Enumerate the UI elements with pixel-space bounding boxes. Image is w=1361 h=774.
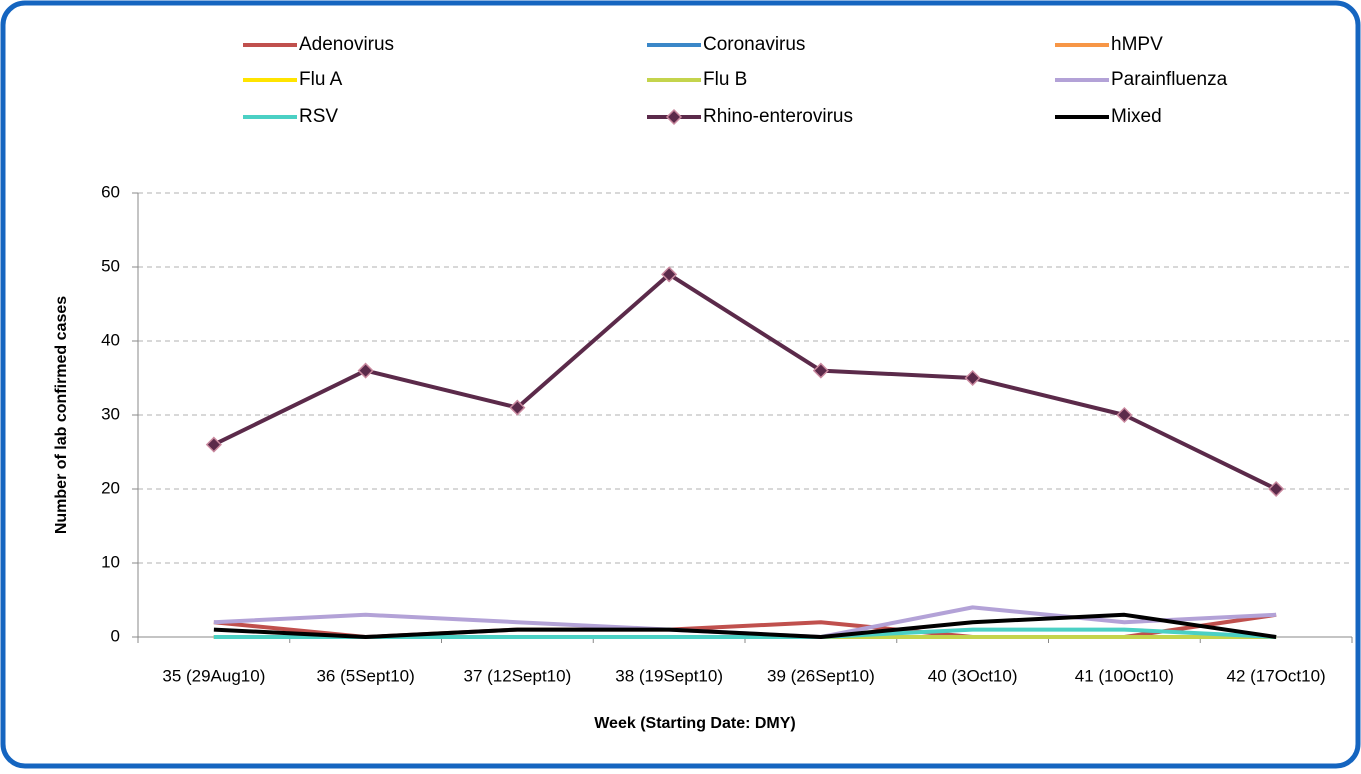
y-tick-label: 30 xyxy=(101,404,120,423)
legend-label: Rhino-enterovirus xyxy=(703,106,853,127)
marker xyxy=(812,362,829,379)
x-tick-label: 41 (10Oct10) xyxy=(1075,666,1174,685)
y-tick-label: 10 xyxy=(101,552,120,571)
x-tick-label: 39 (26Sept10) xyxy=(767,666,875,685)
marker xyxy=(509,399,526,416)
marker xyxy=(1268,480,1285,498)
legend-label: Adenovirus xyxy=(299,34,394,55)
legend-label: Parainfluenza xyxy=(1111,69,1228,90)
x-tick-label: 40 (3Oct10) xyxy=(928,666,1018,685)
x-tick-label: 35 (29Aug10) xyxy=(162,666,265,685)
legend-marker xyxy=(665,108,683,126)
y-tick-label: 0 xyxy=(111,626,120,645)
legend-label: Flu A xyxy=(299,69,343,90)
marker xyxy=(1116,406,1133,424)
y-tick-label: 50 xyxy=(101,256,120,275)
legend-label: Mixed xyxy=(1111,106,1162,127)
x-tick-label: 38 (19Sept10) xyxy=(615,666,723,685)
legend-label: Flu B xyxy=(703,69,747,90)
marker xyxy=(661,266,678,283)
y-tick-label: 20 xyxy=(101,478,120,497)
x-tick-label: 42 (17Oct10) xyxy=(1227,666,1326,685)
y-axis-title: Number of lab confirmed cases xyxy=(53,296,70,534)
legend-label: hMPV xyxy=(1111,34,1163,55)
y-tick-label: 60 xyxy=(101,182,120,201)
marker xyxy=(964,369,981,387)
marker xyxy=(357,362,374,379)
x-axis-title: Week (Starting Date: DMY) xyxy=(594,715,796,732)
legend-label: Coronavirus xyxy=(703,34,805,55)
x-tick-label: 37 (12Sept10) xyxy=(464,666,572,685)
series-line xyxy=(213,612,1277,639)
x-tick-label: 36 (5Sept10) xyxy=(316,666,414,685)
marker xyxy=(205,436,222,453)
legend-label: RSV xyxy=(299,106,338,127)
series-line xyxy=(212,272,1278,491)
y-tick-label: 40 xyxy=(101,330,120,349)
